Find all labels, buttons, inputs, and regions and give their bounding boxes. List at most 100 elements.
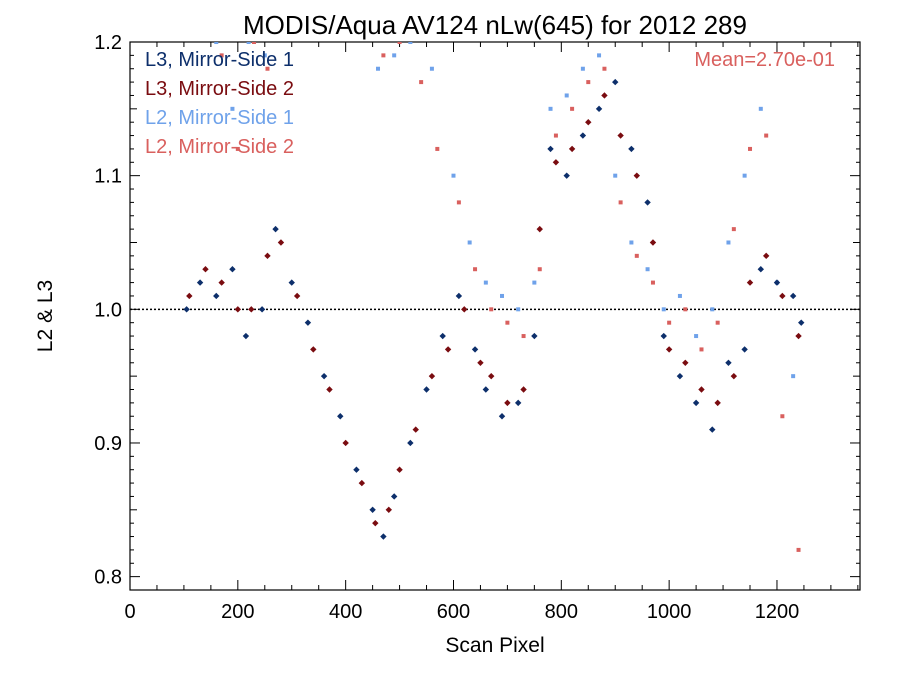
point-3 bbox=[748, 146, 753, 151]
point-1 bbox=[714, 399, 721, 407]
point-2 bbox=[613, 173, 618, 178]
point-0 bbox=[353, 466, 360, 473]
point-2 bbox=[392, 53, 397, 58]
point-3 bbox=[473, 267, 478, 272]
x-tick-label: 1200 bbox=[755, 601, 800, 623]
point-0 bbox=[482, 386, 490, 393]
point-1 bbox=[617, 132, 624, 139]
point-2 bbox=[629, 240, 634, 245]
point-0 bbox=[272, 225, 279, 233]
point-0 bbox=[595, 105, 603, 113]
point-3 bbox=[650, 280, 655, 285]
data-points bbox=[183, 42, 805, 552]
point-0 bbox=[369, 506, 376, 514]
point-0 bbox=[563, 172, 570, 179]
point-1 bbox=[202, 266, 209, 273]
point-1 bbox=[682, 359, 689, 366]
point-0 bbox=[676, 372, 684, 380]
point-0 bbox=[612, 78, 619, 86]
plot-frame bbox=[129, 41, 861, 591]
mean-annotation: Mean=2.70e-01 bbox=[694, 49, 835, 71]
point-2 bbox=[532, 280, 537, 285]
point-0 bbox=[789, 292, 797, 300]
point-1 bbox=[342, 439, 349, 447]
point-2 bbox=[467, 240, 472, 245]
point-2 bbox=[408, 42, 413, 44]
point-0 bbox=[229, 266, 236, 273]
point-1 bbox=[293, 292, 301, 300]
point-0 bbox=[423, 386, 430, 393]
point-0 bbox=[547, 145, 554, 153]
point-3 bbox=[796, 547, 801, 552]
plot-area: 0 200 400 600 800 1000 1200 0.8 0.9 1.0 1.1 1.2 bbox=[94, 32, 861, 623]
point-3 bbox=[667, 320, 672, 325]
point-1 bbox=[779, 292, 786, 300]
point-3 bbox=[731, 227, 736, 232]
point-1 bbox=[277, 239, 285, 246]
point-0 bbox=[531, 332, 538, 340]
point-1 bbox=[698, 386, 705, 393]
legend: L3, Mirror-Side 1 L3, Mirror-Side 2 L2, Mi… bbox=[145, 49, 294, 158]
legend-entry: L2, Mirror-Side 1 bbox=[145, 107, 294, 129]
x-tick-label: 0 bbox=[124, 601, 135, 623]
point-2 bbox=[580, 66, 585, 71]
point-0 bbox=[337, 413, 344, 420]
legend-entry: L2, Mirror-Side 2 bbox=[145, 136, 294, 158]
point-2 bbox=[645, 267, 650, 272]
point-1 bbox=[568, 145, 576, 153]
point-2 bbox=[564, 93, 569, 98]
y-tick-label: 1.2 bbox=[94, 32, 122, 54]
x-tick-label: 400 bbox=[329, 601, 362, 623]
point-0 bbox=[304, 319, 312, 326]
point-3 bbox=[618, 200, 623, 205]
point-3 bbox=[235, 146, 240, 151]
point-3 bbox=[683, 307, 688, 312]
y-tick-label: 0.9 bbox=[94, 433, 122, 455]
x-axis: 0 200 400 600 800 1000 1200 bbox=[124, 42, 859, 623]
legend-entry: L3, Mirror-Side 1 bbox=[145, 49, 294, 71]
point-2 bbox=[710, 307, 715, 312]
point-0 bbox=[628, 145, 635, 153]
point-1 bbox=[762, 252, 770, 260]
point-3 bbox=[521, 334, 526, 339]
point-3 bbox=[381, 53, 386, 58]
point-0 bbox=[660, 332, 667, 340]
point-2 bbox=[516, 307, 521, 312]
point-0 bbox=[741, 346, 748, 353]
point-1 bbox=[649, 239, 657, 246]
point-1 bbox=[746, 279, 754, 286]
y-tick-label: 1.1 bbox=[94, 166, 122, 188]
point-3 bbox=[602, 66, 607, 71]
x-axis-label: Scan Pixel bbox=[445, 634, 544, 657]
y-axis-label: L2 & L3 bbox=[34, 280, 57, 352]
point-1 bbox=[633, 172, 640, 179]
point-2 bbox=[376, 66, 381, 71]
point-1 bbox=[396, 466, 403, 473]
point-3 bbox=[265, 66, 270, 71]
point-2 bbox=[791, 374, 796, 379]
point-3 bbox=[456, 200, 461, 205]
point-2 bbox=[742, 173, 747, 178]
point-1 bbox=[186, 292, 193, 300]
point-0 bbox=[692, 399, 700, 407]
point-3 bbox=[505, 320, 510, 325]
legend-entry: L3, Mirror-Side 2 bbox=[145, 78, 294, 100]
point-1 bbox=[372, 519, 379, 527]
point-0 bbox=[196, 279, 204, 286]
point-1 bbox=[310, 346, 317, 353]
point-1 bbox=[665, 346, 673, 353]
point-1 bbox=[552, 159, 560, 166]
point-0 bbox=[498, 413, 506, 420]
x-tick-label: 200 bbox=[221, 601, 254, 623]
point-2 bbox=[758, 106, 763, 111]
point-0 bbox=[380, 533, 387, 540]
x-tick-label: 1000 bbox=[647, 601, 692, 623]
point-2 bbox=[262, 53, 267, 58]
point-1 bbox=[795, 332, 802, 340]
point-3 bbox=[397, 42, 402, 44]
x-tick-label: 600 bbox=[437, 601, 470, 623]
point-1 bbox=[536, 225, 543, 233]
point-2 bbox=[483, 280, 488, 285]
point-0 bbox=[183, 306, 190, 313]
